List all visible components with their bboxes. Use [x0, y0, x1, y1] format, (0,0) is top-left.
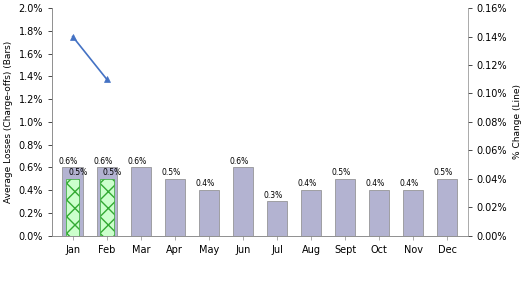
Bar — [301, 190, 321, 236]
Bar — [403, 190, 423, 236]
Text: 0.5%: 0.5% — [331, 168, 351, 177]
Text: 0.4%: 0.4% — [366, 179, 385, 188]
Y-axis label: Average Losses (Charge-offs) (Bars): Average Losses (Charge-offs) (Bars) — [4, 41, 13, 203]
Text: 0.4%: 0.4% — [195, 179, 215, 188]
Bar — [66, 179, 79, 236]
Bar — [199, 190, 219, 236]
Bar — [369, 190, 389, 236]
Text: 0.5%: 0.5% — [102, 168, 122, 177]
Text: 0.6%: 0.6% — [127, 157, 146, 165]
Line: % Change YOY: % Change YOY — [69, 33, 110, 83]
Text: 0.6%: 0.6% — [59, 157, 78, 165]
Bar — [130, 167, 151, 236]
Bar — [165, 179, 185, 236]
Bar — [232, 167, 253, 236]
% Change YOY — [69, 35, 76, 38]
Text: 0.6%: 0.6% — [93, 157, 112, 165]
Text: 0.4%: 0.4% — [297, 179, 317, 188]
Text: 0.5%: 0.5% — [433, 168, 453, 177]
Y-axis label: % Change (Line): % Change (Line) — [513, 84, 522, 159]
Bar — [63, 167, 83, 236]
Bar — [96, 167, 117, 236]
% Change YOY — [104, 77, 110, 81]
Bar — [335, 179, 355, 236]
Text: 0.5%: 0.5% — [68, 168, 87, 177]
Text: 0.6%: 0.6% — [229, 157, 248, 165]
Bar — [267, 201, 287, 236]
Text: 0.4%: 0.4% — [399, 179, 419, 188]
Text: 0.3%: 0.3% — [263, 191, 282, 200]
Bar — [437, 179, 458, 236]
Text: 0.5%: 0.5% — [161, 168, 180, 177]
Bar — [100, 179, 114, 236]
